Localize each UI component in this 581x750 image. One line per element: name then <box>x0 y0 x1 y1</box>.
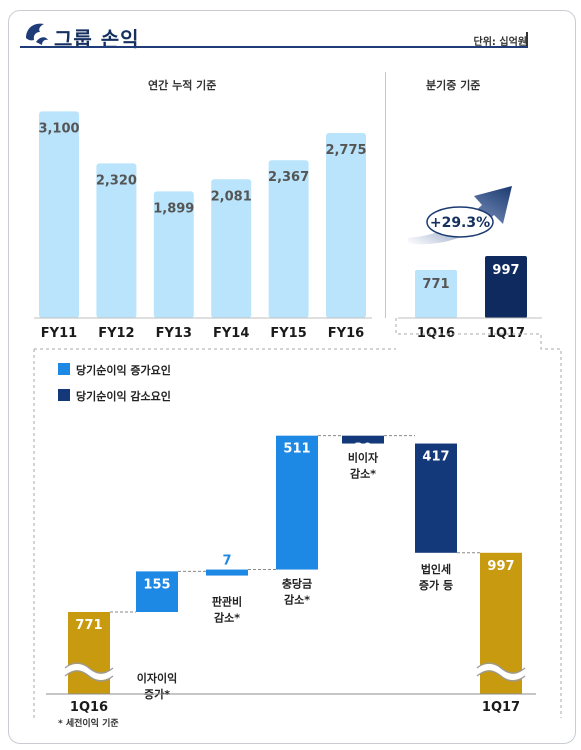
waterfall-step-label: 감소* <box>214 611 240 625</box>
legend-swatch-increase <box>58 363 70 375</box>
logo-icon <box>26 23 48 45</box>
annual-category-label: FY16 <box>328 326 364 341</box>
unit-label: 단위: 십억원 <box>473 37 527 48</box>
waterfall-step-label: 감소* <box>350 467 376 481</box>
waterfall-step-label: 법인세 <box>421 562 451 576</box>
annual-bar-value: 2,081 <box>211 189 252 204</box>
annual-bar <box>39 111 79 318</box>
waterfall-step-label: 감소* <box>284 593 310 607</box>
growth-badge-text: +29.3% <box>430 215 490 231</box>
unit-divider <box>526 32 528 48</box>
waterfall-bar <box>276 435 318 570</box>
axis-break-line-icon <box>476 670 526 682</box>
annual-category-label: FY11 <box>41 326 77 341</box>
annual-category-label: FY13 <box>156 326 192 341</box>
annual-bar <box>268 160 309 318</box>
annual-bars: 3,100 FY11 2,320 FY12 1,899 FY13 2,081 FY14 2,36… <box>38 111 367 341</box>
waterfall-chart: 7711Q16155이자이익증가*7판관비감소*511충당금감소*30비이자감소… <box>63 435 527 715</box>
axis-break-icon <box>475 664 527 680</box>
quarter-bar-value: 771 <box>422 277 449 292</box>
axis-break-line-icon <box>476 662 526 674</box>
axis-break-icon <box>63 664 115 680</box>
annual-bar-value: 1,899 <box>153 201 194 216</box>
annual-bar <box>326 133 366 318</box>
quarter-bar <box>485 256 527 318</box>
annual-category-label: FY12 <box>98 326 134 341</box>
waterfall-bar <box>342 435 384 444</box>
annual-bar-value: 2,367 <box>268 170 309 185</box>
waterfall-step-label: 이자이익 <box>137 671 177 685</box>
quarter-bar-value: 997 <box>492 263 519 278</box>
waterfall-value: 771 <box>75 618 102 633</box>
growth-badge <box>426 206 494 238</box>
axis-break-line-icon <box>64 670 114 682</box>
waterfall-category-label: 1Q17 <box>482 700 520 715</box>
annual-bar <box>96 163 137 318</box>
growth-arrow-icon <box>408 186 512 245</box>
waterfall-category-label: 1Q16 <box>70 700 108 715</box>
quarter-section-label: 분기중 기준 <box>426 79 481 92</box>
waterfall-value: 417 <box>422 450 449 465</box>
waterfall-value: 155 <box>143 577 170 592</box>
annual-category-label: FY14 <box>213 326 249 341</box>
axis-break-line-icon <box>64 662 114 674</box>
annual-bar-value: 3,100 <box>38 121 79 136</box>
waterfall-step-label: 충당금 <box>282 577 312 591</box>
quarter-bar <box>415 270 457 318</box>
bracket-dashed <box>395 318 562 718</box>
waterfall-value: 997 <box>487 559 514 574</box>
footnote: * 세전이익 기준 <box>58 717 119 729</box>
waterfall-bar <box>206 569 248 576</box>
annual-bar <box>153 191 194 318</box>
header-rule <box>20 46 528 48</box>
waterfall-value: 511 <box>283 442 310 457</box>
annual-bar-value: 2,320 <box>96 173 137 188</box>
waterfall-value: 7 <box>222 554 231 569</box>
annual-section-label: 연간 누적 기준 <box>148 79 217 92</box>
waterfall-bar <box>415 443 457 553</box>
annual-bar <box>211 179 252 318</box>
legend-label-decrease: 당기순이익 감소요인 <box>76 389 171 403</box>
waterfall-step-label: 판관비 <box>212 595 242 609</box>
waterfall-value: 30 <box>354 442 372 457</box>
legend-swatch-decrease <box>58 389 70 401</box>
waterfall-bar <box>136 571 178 612</box>
annual-bar-value: 2,775 <box>325 143 366 158</box>
waterfall-step-label: 비이자 <box>348 451 379 465</box>
annual-category-label: FY15 <box>270 326 306 341</box>
legend-label-increase: 당기순이익 증가요인 <box>76 363 171 377</box>
section-divider <box>385 72 386 318</box>
waterfall-step-label: 증가 등 <box>419 578 453 592</box>
